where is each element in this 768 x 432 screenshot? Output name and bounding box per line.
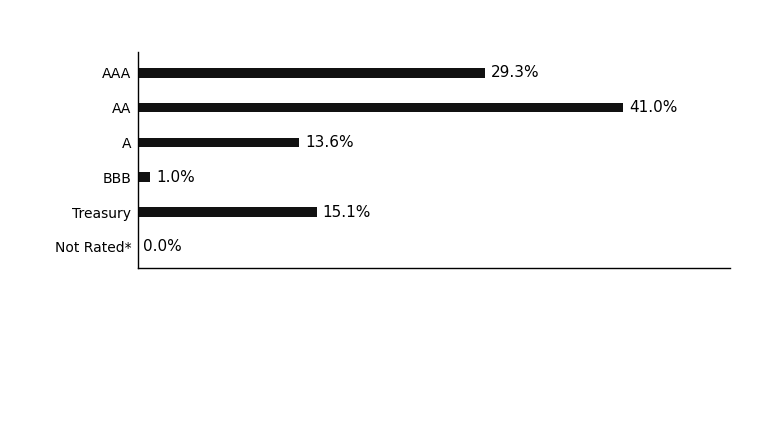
Bar (138, 68, 485, 78)
Text: 0.0%: 0.0% (143, 239, 182, 254)
Bar (138, 137, 299, 147)
Bar (138, 207, 317, 217)
Bar (138, 172, 150, 182)
Text: 15.1%: 15.1% (323, 205, 371, 219)
Text: 13.6%: 13.6% (305, 135, 353, 150)
Bar (138, 103, 623, 112)
Text: 29.3%: 29.3% (491, 65, 539, 80)
Text: 41.0%: 41.0% (629, 100, 677, 115)
Text: 1.0%: 1.0% (156, 170, 195, 185)
